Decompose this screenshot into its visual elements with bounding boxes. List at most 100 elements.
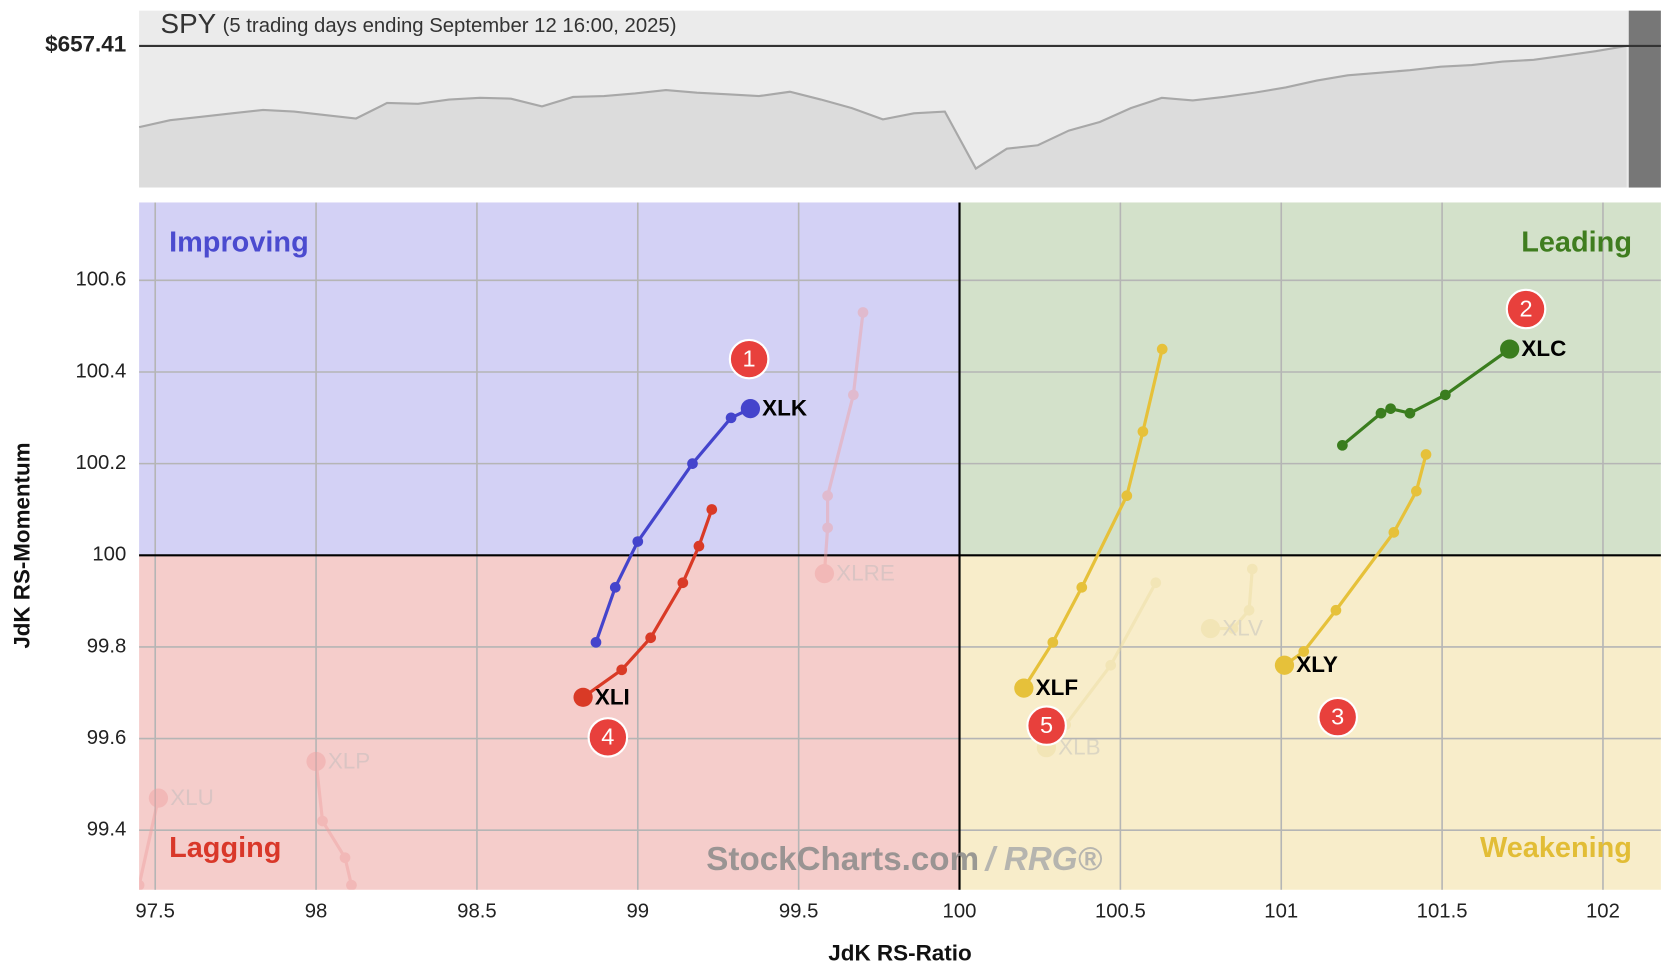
head-marker	[1500, 339, 1520, 359]
series-label: XLRE	[836, 561, 895, 586]
quadrant-lagging	[139, 555, 960, 890]
annotation-label: 1	[743, 345, 756, 371]
head-marker	[148, 788, 169, 808]
head-marker	[306, 751, 326, 772]
series: XLRE	[814, 307, 895, 586]
y-tick-label: 99.8	[87, 635, 127, 657]
trail-marker	[1105, 659, 1117, 671]
trail-line	[582, 508, 714, 699]
x-tick-label: 98	[305, 901, 328, 923]
annotation-label: 5	[1040, 712, 1053, 738]
x-tick-label: 101	[1264, 901, 1298, 923]
series: XLP	[306, 748, 370, 890]
annotation-badge	[728, 338, 770, 380]
x-tick-label: 100.5	[1095, 901, 1146, 923]
quadrant-label: Lagging	[169, 832, 281, 864]
benchmark-last-label: $657.41	[45, 32, 126, 57]
quadrant-label: Improving	[169, 227, 309, 259]
benchmark-area	[139, 45, 1627, 188]
x-tick-label: 99.5	[779, 901, 819, 923]
trail-line	[822, 312, 865, 574]
trail-marker	[645, 632, 657, 644]
head-marker	[1200, 618, 1221, 639]
x-axis-label: JdK RS-Ratio	[828, 941, 971, 966]
y-axis-label: JdK RS-Momentum	[9, 442, 34, 648]
trail-line	[1341, 347, 1511, 447]
trail-marker	[339, 852, 351, 864]
x-tick-label: 100	[943, 901, 977, 923]
quadrant-label: Leading	[1521, 227, 1632, 259]
chart-subtitle: (5 trading days ending September 12 16:0…	[223, 15, 677, 37]
trail-marker	[847, 389, 859, 401]
x-tick-label: 98.5	[457, 901, 497, 923]
trail-marker	[632, 536, 644, 547]
annotation-label: 3	[1331, 703, 1344, 729]
trail-line	[139, 797, 160, 886]
series: XLK	[590, 396, 807, 648]
annotation-label: 4	[601, 724, 614, 750]
trail-marker	[616, 664, 628, 676]
trail-marker	[317, 815, 328, 827]
annotation-badge	[1505, 288, 1547, 330]
trail-marker	[1227, 623, 1239, 634]
trail-marker	[1420, 449, 1432, 460]
trail-marker	[706, 504, 718, 515]
head-marker	[573, 687, 593, 707]
trail-marker	[725, 412, 737, 424]
series-label: XLY	[1296, 652, 1338, 677]
annotation-badge	[1317, 696, 1359, 738]
trail-marker	[139, 879, 145, 890]
series-label: XLK	[762, 396, 807, 421]
trail-marker	[346, 879, 357, 890]
series: XLI	[573, 504, 718, 709]
watermark-product: / RRG®	[983, 841, 1102, 878]
series: XLF	[1014, 343, 1168, 700]
trail-marker	[822, 490, 833, 502]
head-marker	[1014, 678, 1034, 698]
trail-marker	[1385, 403, 1396, 414]
series: XLY	[1274, 449, 1432, 677]
trail-marker	[1150, 577, 1162, 589]
head-marker	[1274, 655, 1295, 675]
series-label: XLV	[1222, 616, 1263, 641]
benchmark-line	[138, 44, 1627, 171]
trail-marker	[857, 307, 869, 318]
trail-marker	[1411, 485, 1422, 497]
y-tick-label: 100.4	[75, 360, 126, 382]
trail-marker	[822, 522, 833, 534]
trail-marker	[1121, 490, 1133, 502]
quadrant-weakening	[959, 555, 1661, 890]
trail-marker	[693, 540, 705, 552]
trail-marker	[1337, 439, 1348, 451]
trail-marker	[1243, 604, 1255, 616]
current-period-band	[1628, 10, 1661, 188]
trail-line	[1210, 568, 1254, 631]
annotation-badge	[1026, 705, 1067, 746]
head-marker	[814, 564, 835, 584]
trail-marker	[1047, 637, 1059, 648]
trail-marker	[687, 458, 698, 469]
series: XLV	[1200, 563, 1263, 641]
series: XLC	[1337, 336, 1566, 451]
y-tick-label: 100	[92, 544, 126, 566]
series-label: XLI	[595, 684, 630, 709]
chart-title: SPY	[161, 8, 217, 39]
series-label: XLC	[1521, 336, 1566, 361]
series-label: XLP	[328, 748, 370, 773]
x-tick-label: 97.5	[135, 901, 175, 923]
trail-marker	[1330, 604, 1342, 616]
y-tick-label: 99.6	[87, 727, 127, 749]
quadrant-label: Weakening	[1480, 832, 1632, 864]
annotation-label: 2	[1519, 295, 1532, 321]
trail-marker	[1375, 407, 1387, 419]
series-label: XLF	[1036, 675, 1078, 700]
head-marker	[740, 399, 761, 419]
x-tick-label: 99	[626, 901, 649, 923]
y-tick-label: 99.4	[87, 819, 127, 841]
y-tick-label: 100.2	[75, 452, 126, 474]
trail-marker	[1137, 426, 1149, 437]
y-tick-label: 100.6	[75, 269, 126, 291]
trail-line	[314, 761, 354, 886]
trail-marker	[1388, 527, 1400, 538]
trail-marker	[1439, 389, 1451, 401]
